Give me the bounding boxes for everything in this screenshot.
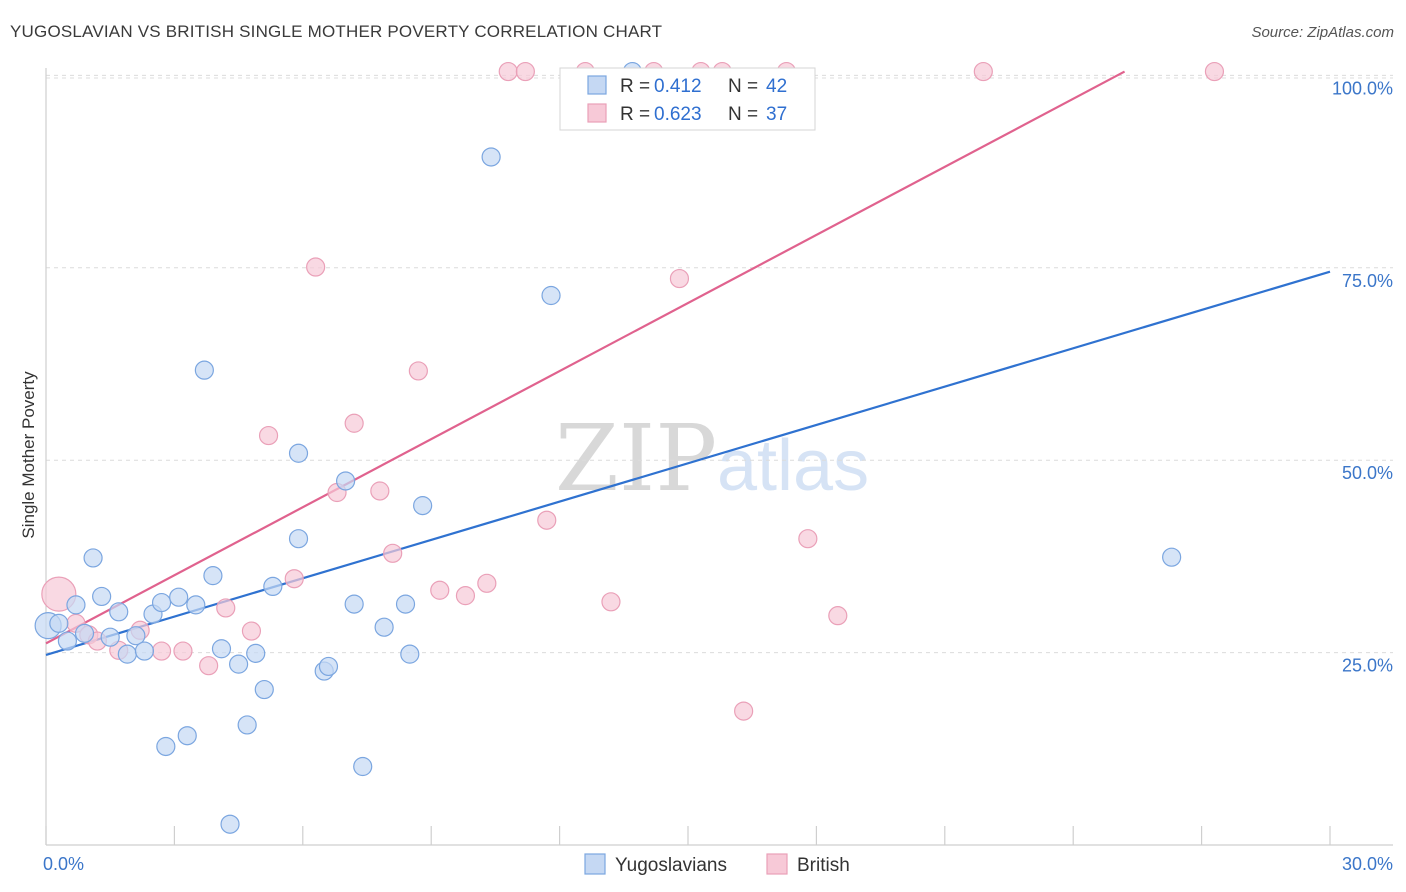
point-yugoslavians-9 [117,644,137,664]
x-tick-label-1: 30.0% [1342,854,1393,874]
stats-swatch-british [587,103,607,123]
trend-lines [45,70,1331,656]
point-yugoslavians-22 [229,654,249,674]
point-yugoslavians-15 [169,587,189,607]
series-legend: Yugoslavians British [584,853,850,876]
point-yugoslavians-2 [57,631,78,651]
point-yugoslavians-13 [151,592,172,613]
point-british-36 [1204,61,1225,82]
point-yugoslavians-8 [109,602,129,622]
point-yugoslavians-4 [74,623,95,643]
point-british-9 [216,598,236,618]
point-british-24 [537,510,557,530]
point-yugoslavians-10 [126,626,146,646]
point-british-13 [306,257,326,277]
point-british-11 [258,425,279,446]
point-british-16 [370,481,390,501]
trend-line-british [45,70,1126,645]
point-yugoslavians-31 [336,471,356,491]
y-tick-label-2: 75.0% [1342,271,1393,291]
point-british-15 [344,413,364,433]
stats-n-value-1: 42 [766,76,787,97]
point-yugoslavians-38 [481,147,501,167]
point-british-20 [455,586,476,606]
legend-label-british: British [797,855,850,876]
point-yugoslavians-37 [413,496,433,516]
y-tick-label-0: 25.0% [1342,656,1393,676]
point-yugoslavians-36 [400,644,420,664]
point-british-31 [734,701,754,721]
point-yugoslavians-5 [83,548,103,568]
stats-r-value-2: 0.623 [654,104,702,125]
stats-r-label-2: R = [620,104,650,125]
stats-n-value-2: 37 [766,104,787,125]
point-yugoslavians-26 [263,576,283,597]
stats-legend: R = 0.412 N = 42 R = 0.623 N = 37 [559,67,816,131]
point-yugoslavians-20 [211,639,232,659]
point-yugoslavians-30 [318,656,339,677]
point-yugoslavians-18 [194,360,214,380]
point-british-23 [515,61,535,82]
point-yugoslavians-11 [134,641,155,661]
point-yugoslavians-14 [156,736,176,757]
point-yugoslavians-1 [49,613,69,633]
point-yugoslavians-17 [186,595,206,615]
point-yugoslavians-34 [374,617,394,637]
point-british-10 [241,621,262,641]
point-british-6 [151,641,172,661]
point-british-34 [828,606,848,626]
point-british-8 [199,656,219,676]
point-yugoslavians-35 [395,594,416,614]
point-yugoslavians-19 [203,566,223,586]
point-british-7 [173,641,193,661]
stats-swatch-yugoslavians [587,75,607,95]
point-british-19 [430,580,450,600]
watermark-atlas: atlas [717,426,869,506]
point-yugoslavians-39 [541,285,561,306]
point-yugoslavians-28 [288,529,309,549]
stats-r-label-1: R = [620,76,650,97]
point-yugoslavians-3 [66,595,86,615]
legend-swatch-british [766,853,788,875]
point-british-12 [284,569,304,589]
y-tick-label-1: 50.0% [1342,463,1393,483]
point-yugoslavians-21 [220,814,240,834]
tick-labels: 25.0% 50.0% 75.0% 100.0% 0.0% 30.0% [43,78,1393,874]
point-yugoslavians-6 [92,586,112,607]
point-british-22 [498,61,518,82]
point-yugoslavians-41 [1162,547,1182,567]
point-british-35 [973,61,993,82]
point-yugoslavians-24 [246,643,266,663]
stats-n-label-2: N = [728,104,758,125]
point-yugoslavians-32 [344,594,364,614]
point-yugoslavians-7 [100,627,120,647]
point-yugoslavians-16 [177,726,197,746]
y-tick-label-3: 100.0% [1332,78,1393,98]
point-yugoslavians-27 [288,443,309,463]
y-axis-label: Single Mother Poverty [19,371,38,539]
point-yugoslavians-23 [237,715,257,735]
legend-label-yugoslavians: Yugoslavians [615,855,727,876]
source-label: Source: ZipAtlas.com [1251,24,1394,41]
data-points [34,61,1225,834]
point-yugoslavians-33 [353,756,373,777]
point-british-33 [798,529,818,549]
point-british-21 [477,573,497,593]
point-british-17 [383,543,403,563]
point-british-28 [669,268,690,289]
stats-r-value-1: 0.412 [654,76,702,97]
stats-n-label-1: N = [728,76,758,97]
grid-lines [46,74,1393,654]
point-yugoslavians-25 [254,679,274,700]
legend-swatch-yugoslavians [584,853,606,875]
axes [45,68,1393,846]
chart-title: YUGOSLAVIAN VS BRITISH SINGLE MOTHER POV… [10,22,663,41]
point-british-18 [408,361,428,381]
trend-line-yugoslavians [45,270,1331,656]
x-tick-label-0: 0.0% [43,854,84,874]
point-british-26 [601,592,621,612]
